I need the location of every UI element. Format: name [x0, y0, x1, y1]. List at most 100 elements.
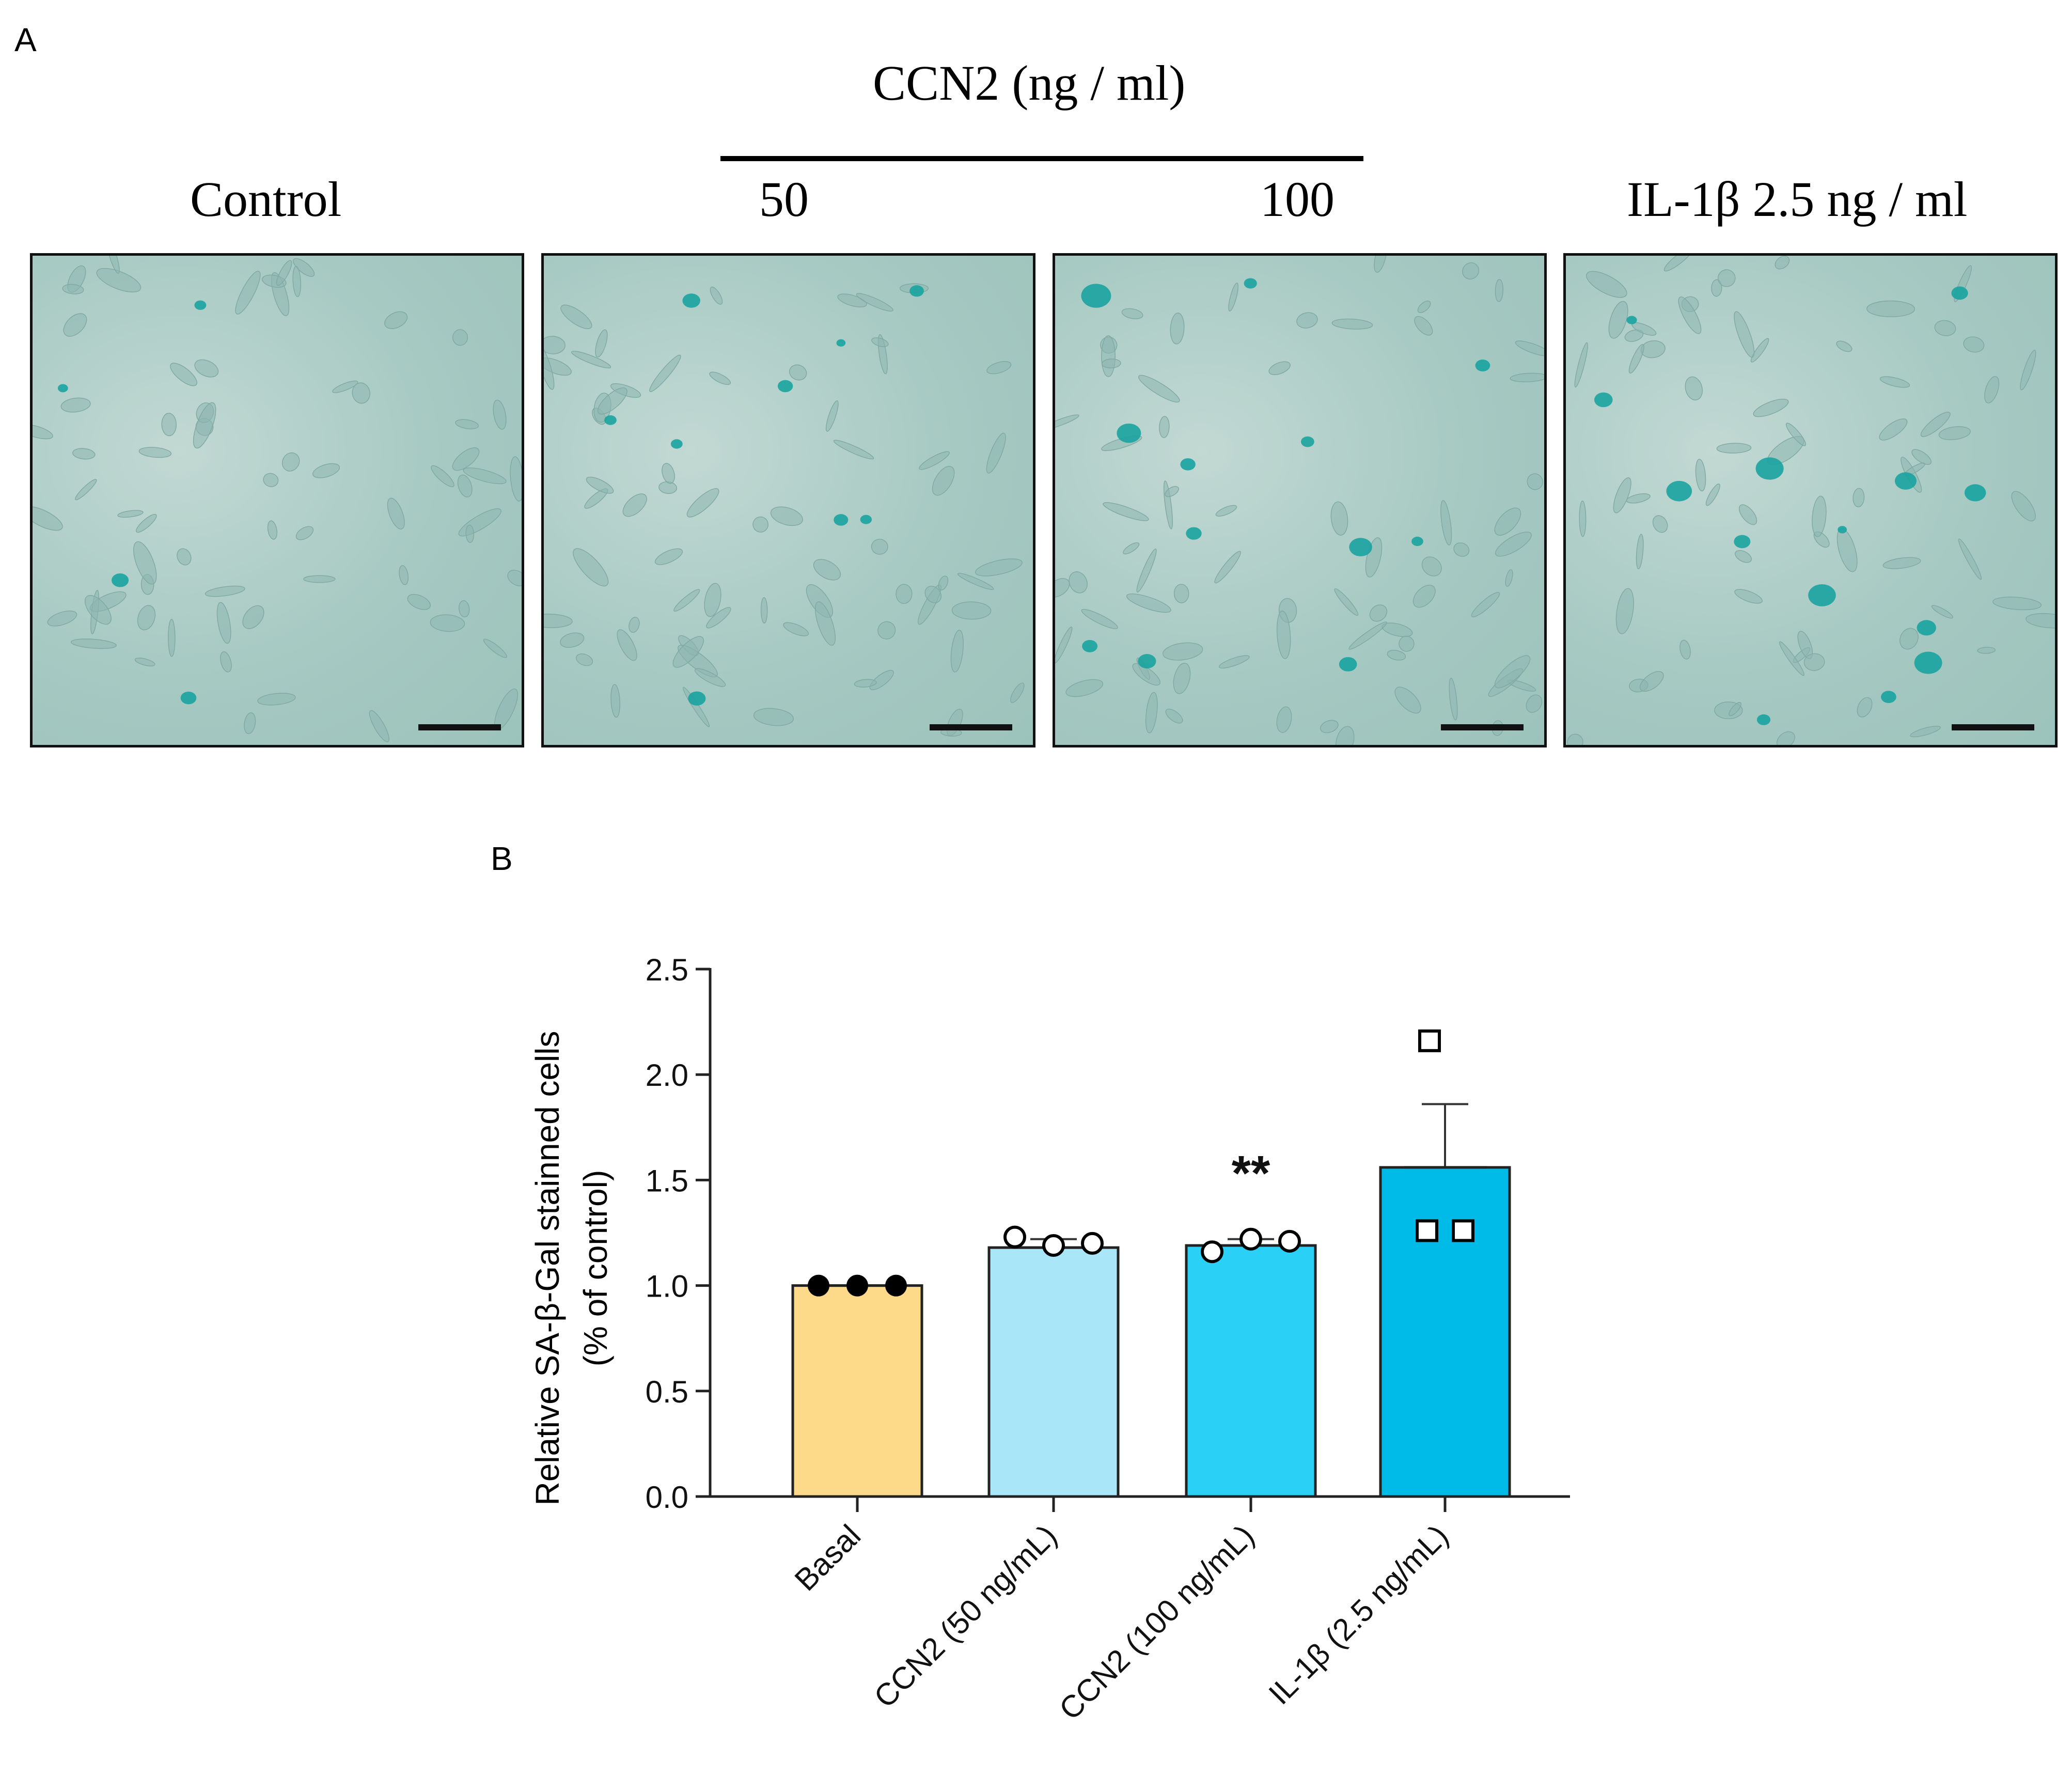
cell	[1812, 495, 1827, 537]
cell	[560, 304, 592, 329]
cell	[292, 266, 302, 298]
cell	[1857, 697, 1873, 718]
data-point	[1278, 1229, 1301, 1253]
stained-cell	[836, 339, 846, 347]
stained-cell	[860, 515, 872, 524]
cell	[694, 668, 726, 687]
cell	[2020, 350, 2036, 391]
cell	[1055, 578, 1070, 598]
cell	[1165, 708, 1183, 724]
cell	[458, 600, 470, 618]
stained-cell	[834, 514, 849, 526]
cell	[1934, 320, 1956, 336]
panel-b-letter: B	[491, 840, 513, 877]
stained-cell	[1838, 526, 1847, 534]
cell	[1678, 297, 1702, 334]
cell	[1495, 279, 1503, 302]
cell	[1394, 687, 1421, 714]
stained-cell	[1734, 535, 1751, 549]
x-tick-label: CCN2 (100 ng/mL)	[1053, 1518, 1261, 1726]
cell	[1695, 459, 1706, 492]
cell	[1276, 706, 1292, 733]
scale-bar	[1952, 724, 2034, 730]
cell	[1069, 571, 1088, 594]
cell	[833, 440, 874, 460]
cell	[455, 419, 479, 430]
stained-cell	[1951, 286, 1968, 300]
cell	[1836, 340, 1853, 352]
cell	[1055, 626, 1073, 664]
cell	[1920, 412, 1951, 437]
stained-cell	[1594, 392, 1613, 408]
cell	[896, 584, 913, 604]
cell	[117, 510, 144, 518]
cell	[457, 474, 473, 497]
cell	[303, 575, 336, 583]
y-axis-title: Relative SA-β-Gal stainned cells (% of c…	[529, 1031, 614, 1506]
cell	[1132, 663, 1160, 686]
data-point	[1201, 1240, 1223, 1264]
y-tick-label: 0.5	[646, 1375, 688, 1409]
cell	[138, 447, 172, 458]
cell	[1735, 550, 1752, 563]
cell	[244, 712, 256, 735]
cell	[493, 399, 507, 430]
cell	[597, 387, 627, 415]
cell	[452, 447, 480, 471]
cell	[869, 669, 894, 691]
cell	[1900, 628, 1919, 650]
cell	[1615, 588, 1634, 634]
cell	[1495, 532, 1532, 557]
cell	[75, 479, 97, 501]
cell	[1639, 671, 1664, 692]
cell	[1268, 361, 1291, 376]
stained-cell	[688, 691, 706, 706]
cell	[1387, 649, 1406, 661]
cell	[1717, 269, 1736, 287]
cell	[369, 710, 389, 742]
cells-ccn2-50	[544, 283, 1025, 737]
cell	[267, 520, 278, 540]
cell	[1729, 702, 1741, 716]
cell	[216, 602, 231, 644]
cell	[1992, 597, 2042, 611]
cell	[1218, 655, 1250, 669]
cell	[1228, 283, 1238, 311]
ccn2-group-line	[720, 156, 1363, 161]
stained-cell	[1349, 538, 1372, 556]
cell	[560, 632, 585, 648]
ccn2-group-label: CCN2 (ng / ml)	[873, 55, 1186, 111]
cell	[1505, 569, 1513, 587]
scale-bar	[1441, 724, 1524, 730]
cell	[431, 465, 454, 488]
stained-cell	[1755, 457, 1784, 480]
cell	[1776, 731, 1795, 745]
cell	[672, 636, 704, 668]
cell	[1449, 678, 1458, 721]
cell	[871, 337, 889, 347]
cell	[951, 601, 992, 620]
cell	[384, 311, 408, 329]
cell	[986, 432, 1006, 474]
cell	[463, 467, 507, 485]
data-point	[1418, 1029, 1441, 1052]
cell	[60, 397, 91, 413]
cell	[783, 622, 809, 636]
cell	[1471, 591, 1500, 617]
cell	[595, 329, 608, 357]
cell	[1679, 640, 1691, 660]
cell	[709, 371, 731, 385]
data-point	[885, 1274, 907, 1297]
cell	[1173, 663, 1191, 694]
bar	[1379, 1166, 1511, 1498]
micrograph-control	[30, 253, 524, 747]
cell	[1065, 679, 1104, 697]
cell	[1910, 725, 1941, 738]
cell	[177, 548, 192, 566]
data-point	[846, 1274, 868, 1297]
cell	[257, 693, 296, 706]
cell	[673, 589, 700, 612]
cell	[1173, 584, 1189, 603]
cell	[1334, 588, 1359, 616]
